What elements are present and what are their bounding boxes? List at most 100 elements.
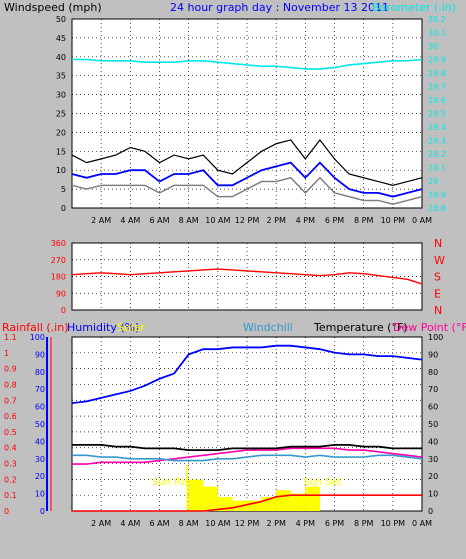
- barometer-tick-label: 30: [428, 42, 438, 51]
- wind-tick-label: 15: [56, 147, 66, 156]
- time-tick-label: 0 AM: [412, 519, 432, 528]
- barometer-tick-label: 29.7: [428, 83, 446, 92]
- temperature-tick-label: 90: [428, 350, 438, 359]
- rainfall-tick-label: 0.2: [4, 475, 17, 484]
- compass-label: N: [434, 237, 442, 250]
- wind-tick-label: 5: [61, 185, 66, 194]
- solar-bar: [203, 486, 218, 511]
- direction-tick-label: 180: [51, 273, 66, 282]
- chart-title: 24 hour graph day : November 13 2011: [170, 1, 389, 14]
- temperature-tick-label: 40: [428, 437, 438, 446]
- barometer-tick-label: 29.8: [428, 69, 446, 78]
- wind-tick-label: 10: [56, 166, 66, 175]
- windchill-line: [72, 454, 423, 462]
- temperature-line: [72, 443, 422, 452]
- solar-bar: [188, 479, 204, 511]
- wind-direction-line: [71, 268, 423, 285]
- time-tick-label: 4 AM: [120, 216, 140, 225]
- time-tick-label: 0 AM: [412, 216, 432, 225]
- humidity-axis-label: Humidity (%): [67, 321, 139, 334]
- wind-gust-line: [71, 138, 423, 186]
- solar-bar: [305, 486, 320, 511]
- barometer-tick-label: 29.2: [428, 150, 446, 159]
- barometer-tick-label: 29.5: [428, 110, 446, 119]
- time-tick-label: 4 PM: [296, 216, 315, 225]
- wind-tick-label: 35: [56, 72, 66, 81]
- humidity-tick-label: 30: [35, 455, 45, 464]
- time-tick-label: 8 PM: [354, 519, 373, 528]
- wind-tick-label: 0: [61, 204, 66, 213]
- time-tick-label: 12 PM: [235, 519, 260, 528]
- humidity-tick-label: 60: [35, 403, 45, 412]
- compass-label: S: [434, 271, 441, 284]
- windspeed-axis-label: Windspeed (mph): [4, 1, 102, 14]
- time-tick-label: 10 AM: [205, 519, 230, 528]
- barometer-tick-label: 29.4: [428, 123, 446, 132]
- sunset-annotation: Sun Set: [303, 477, 342, 488]
- humidity-tick-label: 20: [35, 472, 45, 481]
- barometer-tick-label: 29.3: [428, 137, 446, 146]
- barometer-tick-label: 28.8: [428, 204, 446, 213]
- barometer-tick-label: 29.6: [428, 96, 446, 105]
- dewpoint-axis-label: Dew Point (°F): [393, 321, 466, 334]
- temperature-tick-label: 80: [428, 368, 438, 377]
- direction-tick-label: 270: [51, 256, 66, 265]
- time-tick-label: 10 PM: [381, 216, 406, 225]
- time-tick-label: 8 AM: [179, 519, 199, 528]
- rainfall-tick-label: 0.1: [4, 491, 17, 500]
- rainfall-tick-label: 0.7: [4, 396, 17, 405]
- humidity-tick-label: 10: [35, 490, 45, 499]
- time-tick-label: 2 PM: [266, 519, 285, 528]
- time-tick-label: 2 AM: [91, 519, 111, 528]
- time-tick-label: 6 AM: [149, 519, 169, 528]
- rainfall-line: [72, 494, 422, 512]
- solar-bar: [276, 490, 291, 511]
- compass-label: E: [434, 287, 441, 300]
- temperature-tick-label: 50: [428, 420, 438, 429]
- direction-panel: [71, 242, 423, 311]
- humidity-tick-label: 80: [35, 368, 45, 377]
- temperature-tick-label: 70: [428, 385, 438, 394]
- windchill-label: Windchill: [243, 321, 293, 334]
- solar-bar: [247, 500, 262, 511]
- time-tick-label: 6 PM: [325, 216, 344, 225]
- temperature-tick-label: 10: [428, 490, 438, 499]
- barometer-tick-label: 30.2: [428, 15, 446, 24]
- wind-average-line: [71, 161, 423, 198]
- rainfall-axis-label: Rainfall (.in): [2, 321, 69, 334]
- barometer-tick-label: 29.9: [428, 56, 446, 65]
- rainfall-tick-label: 1.1: [4, 333, 17, 342]
- weather-panel: [71, 336, 423, 512]
- barometer-tick-label: 29: [428, 177, 438, 186]
- time-tick-label: 6 AM: [149, 216, 169, 225]
- wind-tick-label: 40: [56, 53, 66, 62]
- time-tick-label: 10 PM: [381, 519, 406, 528]
- temperature-tick-label: 100: [428, 333, 443, 342]
- time-tick-label: 10 AM: [205, 216, 230, 225]
- humidity-tick-label: 90: [35, 350, 45, 359]
- time-tick-label: 8 PM: [354, 216, 373, 225]
- time-tick-label: 4 AM: [120, 519, 140, 528]
- rainfall-tick-label: 0: [4, 507, 9, 516]
- wind-tick-label: 50: [56, 15, 66, 24]
- wind-tick-label: 20: [56, 128, 66, 137]
- compass-label: W: [434, 254, 445, 267]
- time-tick-label: 4 PM: [296, 519, 315, 528]
- barometer-tick-label: 30.1: [428, 29, 446, 38]
- time-tick-label: 2 AM: [91, 216, 111, 225]
- rainfall-tick-label: 0.9: [4, 365, 17, 374]
- temperature-tick-label: 30: [428, 455, 438, 464]
- sunrise-annotation: Sun Rise: [152, 477, 195, 488]
- rainfall-tick-label: 0.5: [4, 428, 17, 437]
- barometer-tick-label: 29.1: [428, 164, 446, 173]
- dewpoint-line: [72, 447, 423, 465]
- humidity-tick-label: 40: [35, 437, 45, 446]
- time-tick-label: 12 PM: [235, 216, 260, 225]
- wind-low-line: [71, 176, 423, 205]
- temperature-tick-label: 20: [428, 472, 438, 481]
- rainfall-tick-label: 0.6: [4, 412, 17, 421]
- solar-bar: [290, 493, 306, 511]
- humidity-tick-label: 70: [35, 385, 45, 394]
- rainfall-tick-label: 0.3: [4, 460, 17, 469]
